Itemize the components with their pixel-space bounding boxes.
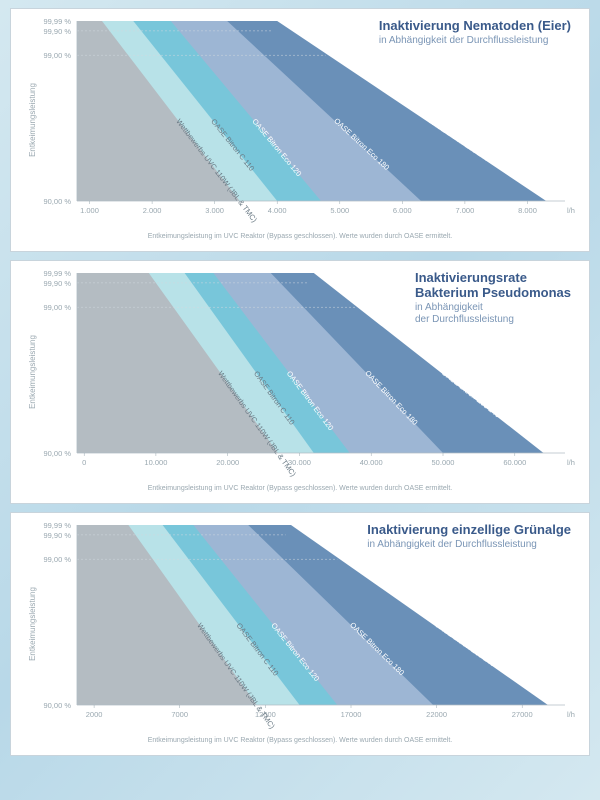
x-tick: 0 (82, 458, 86, 467)
title-box: Inaktivierung Nematoden (Eier) in Abhäng… (379, 19, 571, 47)
chart-pseudomonas: 90,00 % 99,00 % 99,90 %99,99 % 0 10.000 20.0… (10, 260, 590, 504)
chart-caption: Entkeimungsleistung im UVC Reaktor (Bypa… (17, 233, 583, 240)
y-tick: 90,00 % (43, 701, 71, 710)
x-tick: 40.000 (360, 458, 383, 467)
chart-gruenalge: 90,00 %99,00 %99,90 %99,99 % 20007000120… (10, 512, 590, 756)
title-box: Inaktivierung einzellige Grünalge in Abh… (367, 523, 571, 551)
x-unit: l/h (567, 458, 575, 467)
x-tick: 8.000 (518, 206, 537, 215)
y-axis-label: Entkeimungsleistung (28, 587, 37, 661)
x-tick: 50.000 (432, 458, 455, 467)
x-tick: 10.000 (144, 458, 167, 467)
x-tick: 27000 (512, 710, 533, 719)
x-tick: 7000 (171, 710, 188, 719)
y-tick: 99,99 % (43, 269, 71, 278)
y-tick: 99,99 % (43, 17, 71, 26)
x-tick: 6.000 (393, 206, 412, 215)
x-tick: 20.000 (216, 458, 239, 467)
x-tick: 7.000 (456, 206, 475, 215)
y-tick: 99,00 % (43, 555, 71, 564)
chart-subtitle: in Abhängigkeit der Durchflussleistung (379, 35, 571, 47)
y-tick: 99,00 % (43, 51, 71, 60)
x-tick: 4.000 (268, 206, 287, 215)
x-tick: 17000 (341, 710, 362, 719)
chart-subtitle: in Abhängigkeitder Durchflussleistung (415, 302, 571, 326)
chart-caption: Entkeimungsleistung im UVC Reaktor (Bypa… (17, 737, 583, 744)
y-axis-label: Entkeimungsleistung (28, 83, 37, 157)
y-tick: 99,90 % (43, 531, 71, 540)
x-unit: l/h (567, 206, 575, 215)
x-unit: l/h (567, 710, 575, 719)
charts-container: 90,00 %99,00 %99,90 %99,99 % 1.0002.0003… (10, 8, 590, 756)
chart-caption: Entkeimungsleistung im UVC Reaktor (Bypa… (17, 485, 583, 492)
x-tick: 22000 (426, 710, 447, 719)
chart-title: Inaktivierung Nematoden (Eier) (379, 19, 571, 34)
y-tick: 99,90 % (43, 27, 71, 36)
title-box: InaktivierungsrateBakterium Pseudomonas … (415, 271, 571, 326)
chart-title: InaktivierungsrateBakterium Pseudomonas (415, 271, 571, 301)
x-tick: 3.000 (205, 206, 224, 215)
x-tick: 5.000 (330, 206, 349, 215)
y-tick: 90,00 % (43, 197, 71, 206)
y-tick: 99,00 % (43, 303, 71, 312)
y-tick: 99,99 % (43, 521, 71, 530)
chart-nematodes: 90,00 % 99,00 % 99,90 %99,99 % 1.000 2.000 3… (10, 8, 590, 252)
chart-subtitle: in Abhängigkeit der Durchflussleistung (367, 539, 571, 551)
x-tick: 60.000 (503, 458, 526, 467)
x-tick: 1.000 (80, 206, 99, 215)
x-tick: 2000 (86, 710, 103, 719)
chart-title: Inaktivierung einzellige Grünalge (367, 523, 571, 538)
y-tick: 99,90 % (43, 279, 71, 288)
y-axis-label: Entkeimungsleistung (28, 335, 37, 409)
x-tick: 2.000 (143, 206, 162, 215)
y-tick: 90,00 % (43, 449, 71, 458)
